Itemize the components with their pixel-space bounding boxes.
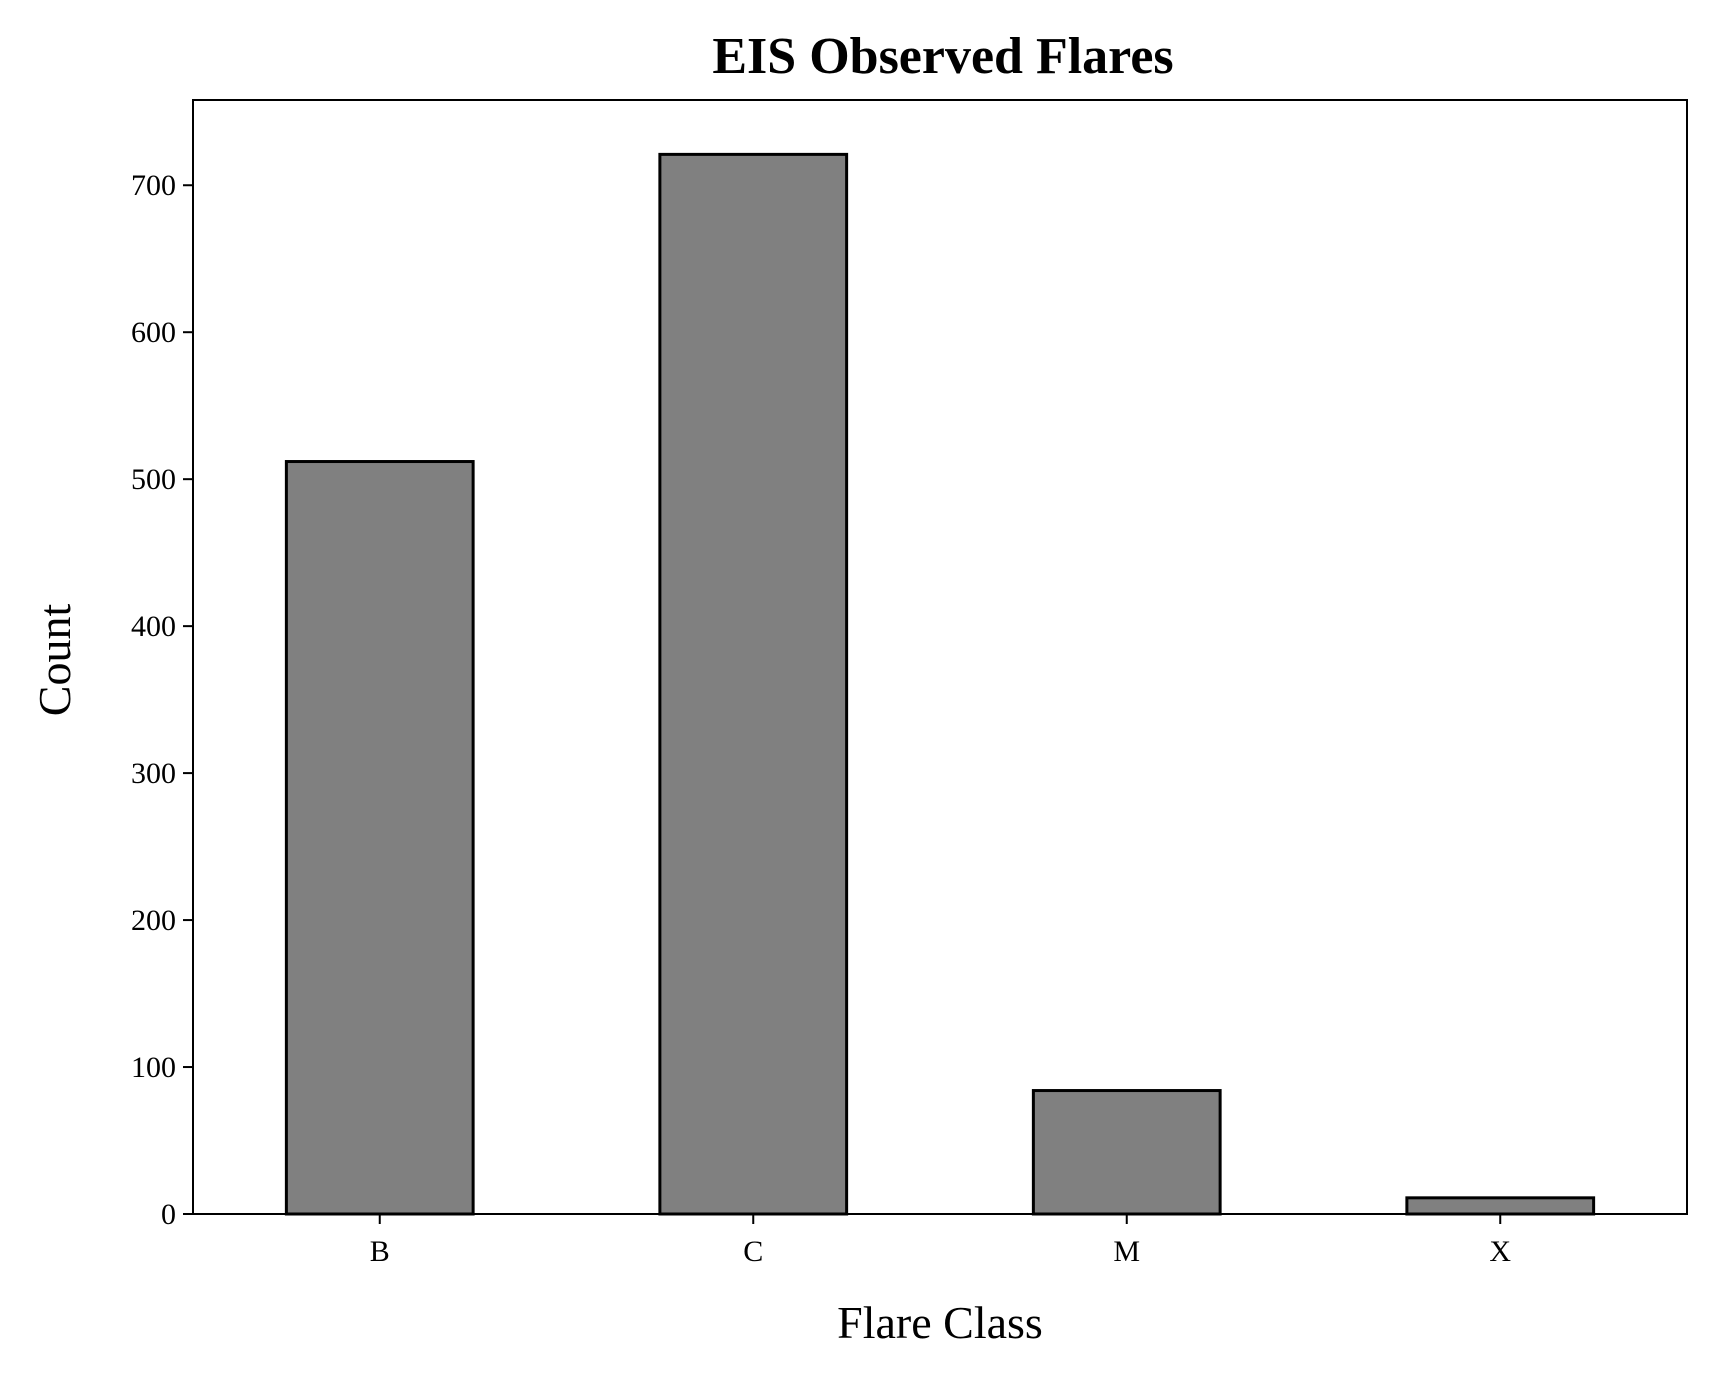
y-tick-label: 200 <box>131 904 176 937</box>
x-axis-label: Flare Class <box>837 1297 1043 1348</box>
y-tick-label: 0 <box>161 1198 176 1231</box>
plot-frame <box>192 99 1688 1215</box>
x-tick-label: C <box>743 1235 763 1268</box>
bar-m <box>1031 1089 1222 1216</box>
y-tick-label: 100 <box>131 1051 176 1084</box>
y-tick-label: 300 <box>131 757 176 790</box>
y-tick-label: 500 <box>131 463 176 496</box>
y-tick-label: 600 <box>131 316 176 349</box>
x-tick-label: X <box>1489 1235 1511 1268</box>
bar-c <box>658 152 849 1216</box>
bar-b <box>284 460 475 1216</box>
y-tick-label: 400 <box>131 610 176 643</box>
x-tick-label: M <box>1113 1235 1140 1268</box>
y-axis-ticks: 0 100 200 300 400 500 600 700 <box>131 169 193 1231</box>
chart-title: EIS Observed Flares <box>712 28 1173 85</box>
y-tick-label: 700 <box>131 169 176 202</box>
bar-x <box>1405 1196 1596 1216</box>
x-tick-label: B <box>370 1235 390 1268</box>
y-axis-label: Count <box>29 604 80 717</box>
bars-group <box>284 152 1596 1216</box>
